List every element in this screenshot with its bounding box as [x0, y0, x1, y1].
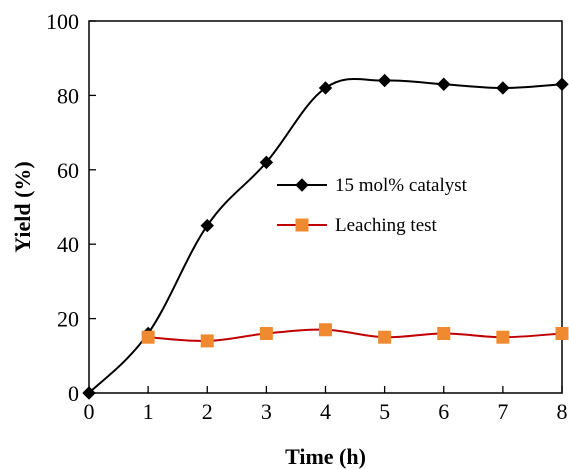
data-point	[259, 155, 274, 170]
data-point	[496, 330, 510, 344]
data-point	[555, 77, 569, 91]
x-tick-label: 2	[202, 399, 213, 424]
data-point	[555, 326, 569, 340]
legend-label: Leaching test	[335, 215, 438, 236]
y-tick-label: 20	[57, 307, 79, 332]
y-axis: 0 20 40 60 80 100	[46, 9, 96, 406]
data-point	[377, 73, 392, 88]
data-point	[259, 326, 273, 340]
y-tick-label: 40	[57, 232, 79, 257]
x-tick-label: 0	[84, 399, 95, 424]
y-tick-label: 60	[57, 158, 79, 183]
data-point	[437, 77, 451, 91]
series-2	[141, 323, 569, 348]
y-tick-label: 80	[57, 83, 79, 108]
y-axis-title: Yield (%)	[10, 161, 35, 252]
legend: 15 mol% catalyst Leaching test	[277, 175, 468, 236]
y-tick-label: 0	[68, 381, 79, 406]
x-tick-label: 4	[320, 399, 331, 424]
x-axis: 0 1 2 3 4 5 6 7 8	[84, 386, 568, 424]
data-point	[319, 323, 332, 337]
data-point	[318, 81, 333, 95]
x-tick-label: 5	[379, 399, 390, 424]
x-tick-label: 3	[261, 399, 272, 424]
data-point	[437, 326, 451, 340]
legend-label: 15 mol% catalyst	[335, 175, 468, 196]
x-tick-label: 7	[497, 399, 508, 424]
legend-marker	[295, 218, 309, 232]
data-point	[378, 330, 392, 344]
y-tick-label: 100	[46, 9, 79, 34]
series-layer	[82, 73, 569, 400]
x-axis-title: Time (h)	[285, 444, 366, 469]
data-point	[82, 386, 96, 400]
legend-marker	[295, 178, 309, 192]
x-tick-label: 8	[557, 399, 568, 424]
x-tick-label: 6	[438, 399, 449, 424]
data-point	[496, 81, 510, 95]
x-tick-label: 1	[143, 399, 154, 424]
data-point	[141, 330, 155, 344]
data-point	[200, 218, 214, 233]
data-point	[200, 334, 214, 348]
series-1	[82, 73, 569, 400]
series-line	[88, 78, 563, 394]
